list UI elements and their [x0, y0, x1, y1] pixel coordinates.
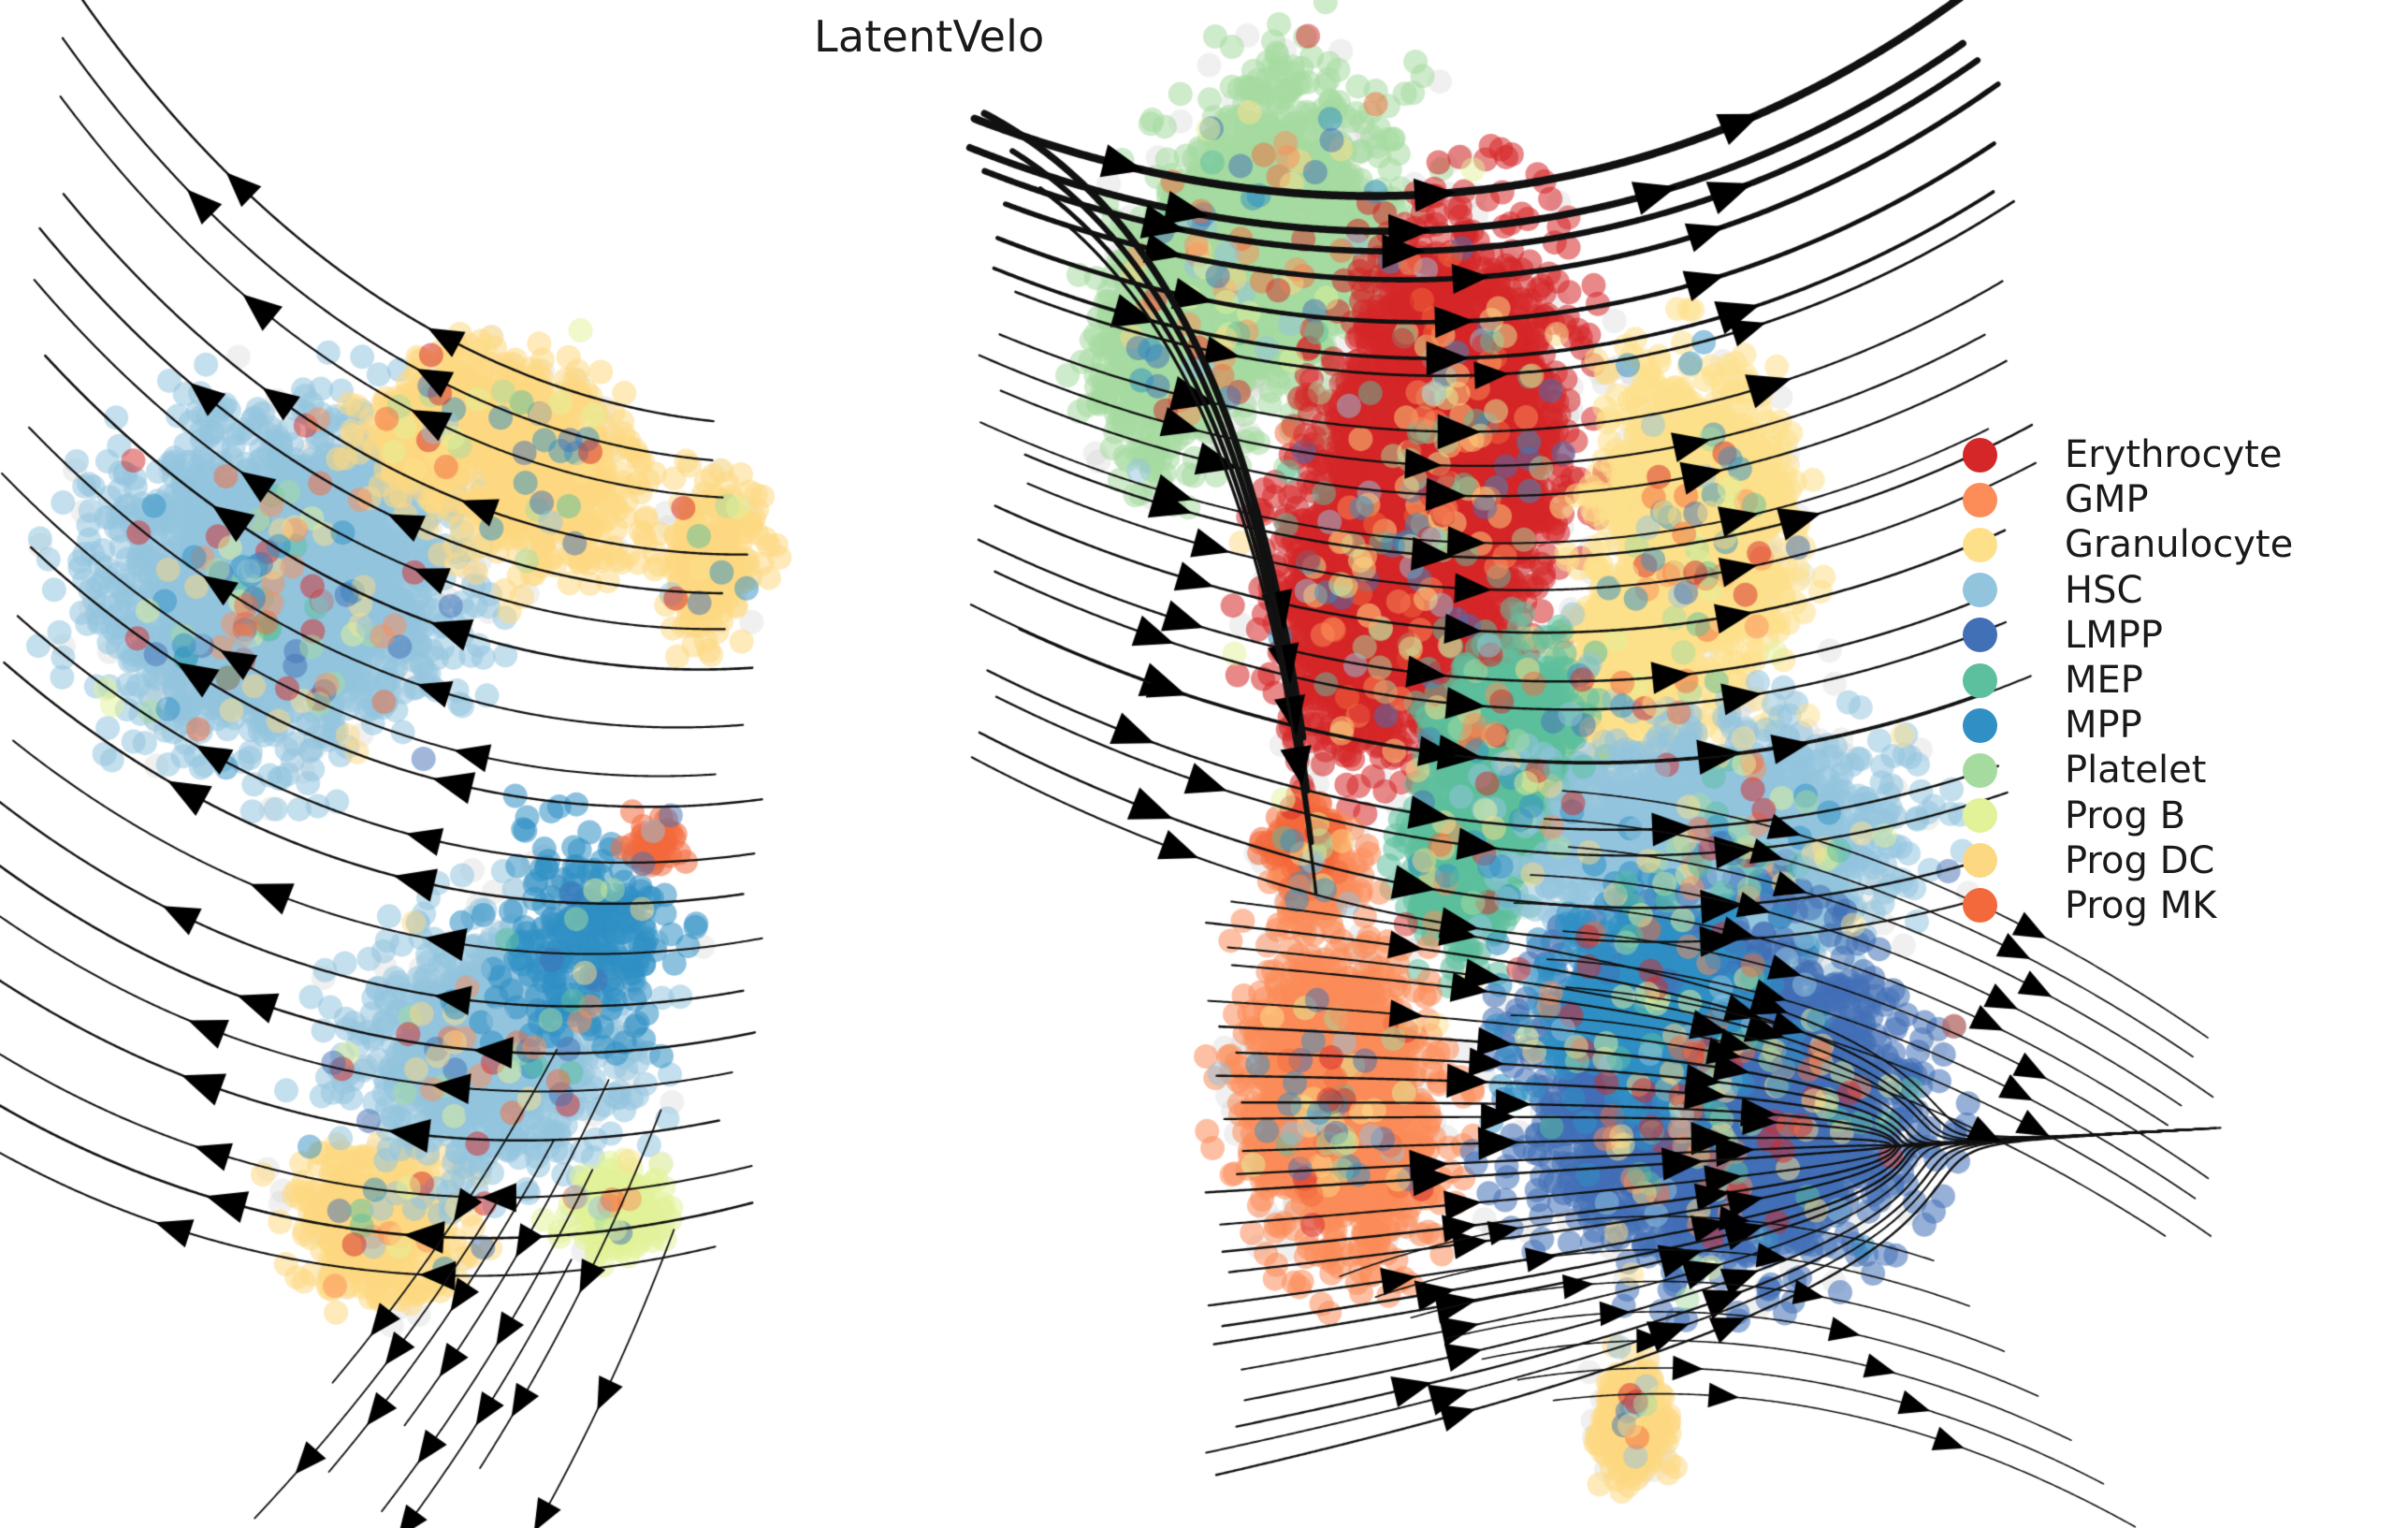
- legend-marker-icon: [1963, 573, 1997, 608]
- legend-item-label: MEP: [2065, 659, 2143, 703]
- legend-item-label: GMP: [2065, 478, 2149, 522]
- legend-item-label: Platelet: [2065, 749, 2207, 793]
- legend-item-label: Erythrocyte: [2065, 433, 2283, 477]
- legend: Erythrocyte GMP Granulocyte HSC LMPP MEP MPP Pl…: [1955, 432, 2395, 928]
- legend-marker-icon: [1963, 527, 1997, 562]
- legend-item[interactable]: GMP: [1955, 477, 2395, 522]
- legend-item[interactable]: Prog DC: [1955, 838, 2395, 883]
- legend-item[interactable]: LMPP: [1955, 613, 2395, 658]
- legend-marker-icon: [1963, 843, 1997, 879]
- legend-item[interactable]: Granulocyte: [1955, 522, 2395, 567]
- legend-marker-icon: [1963, 618, 1997, 653]
- legend-item[interactable]: HSC: [1955, 568, 2395, 613]
- legend-item[interactable]: Platelet: [1955, 748, 2395, 793]
- legend-item-label: Granulocyte: [2065, 523, 2294, 567]
- legend-item[interactable]: Prog MK: [1955, 883, 2395, 928]
- legend-item-label: LMPP: [2065, 613, 2164, 657]
- legend-item-label: Prog B: [2065, 793, 2186, 837]
- legend-marker-icon: [1963, 437, 1997, 473]
- legend-marker-icon: [1963, 707, 1997, 743]
- legend-item[interactable]: Prog B: [1955, 793, 2395, 838]
- legend-item-label: Prog MK: [2065, 883, 2217, 927]
- legend-item-label: MPP: [2065, 704, 2142, 748]
- legend-item[interactable]: Erythrocyte: [1955, 432, 2395, 477]
- legend-marker-icon: [1963, 888, 1997, 924]
- page-title: LatentVelo: [814, 11, 1045, 62]
- legend-item[interactable]: MEP: [1955, 658, 2395, 703]
- legend-item-label: HSC: [2065, 568, 2143, 612]
- legend-marker-icon: [1963, 482, 1997, 517]
- legend-item-label: Prog DC: [2065, 838, 2215, 882]
- legend-item[interactable]: MPP: [1955, 703, 2395, 748]
- legend-marker-icon: [1963, 752, 1997, 788]
- legend-marker-icon: [1963, 798, 1997, 834]
- legend-marker-icon: [1963, 662, 1997, 698]
